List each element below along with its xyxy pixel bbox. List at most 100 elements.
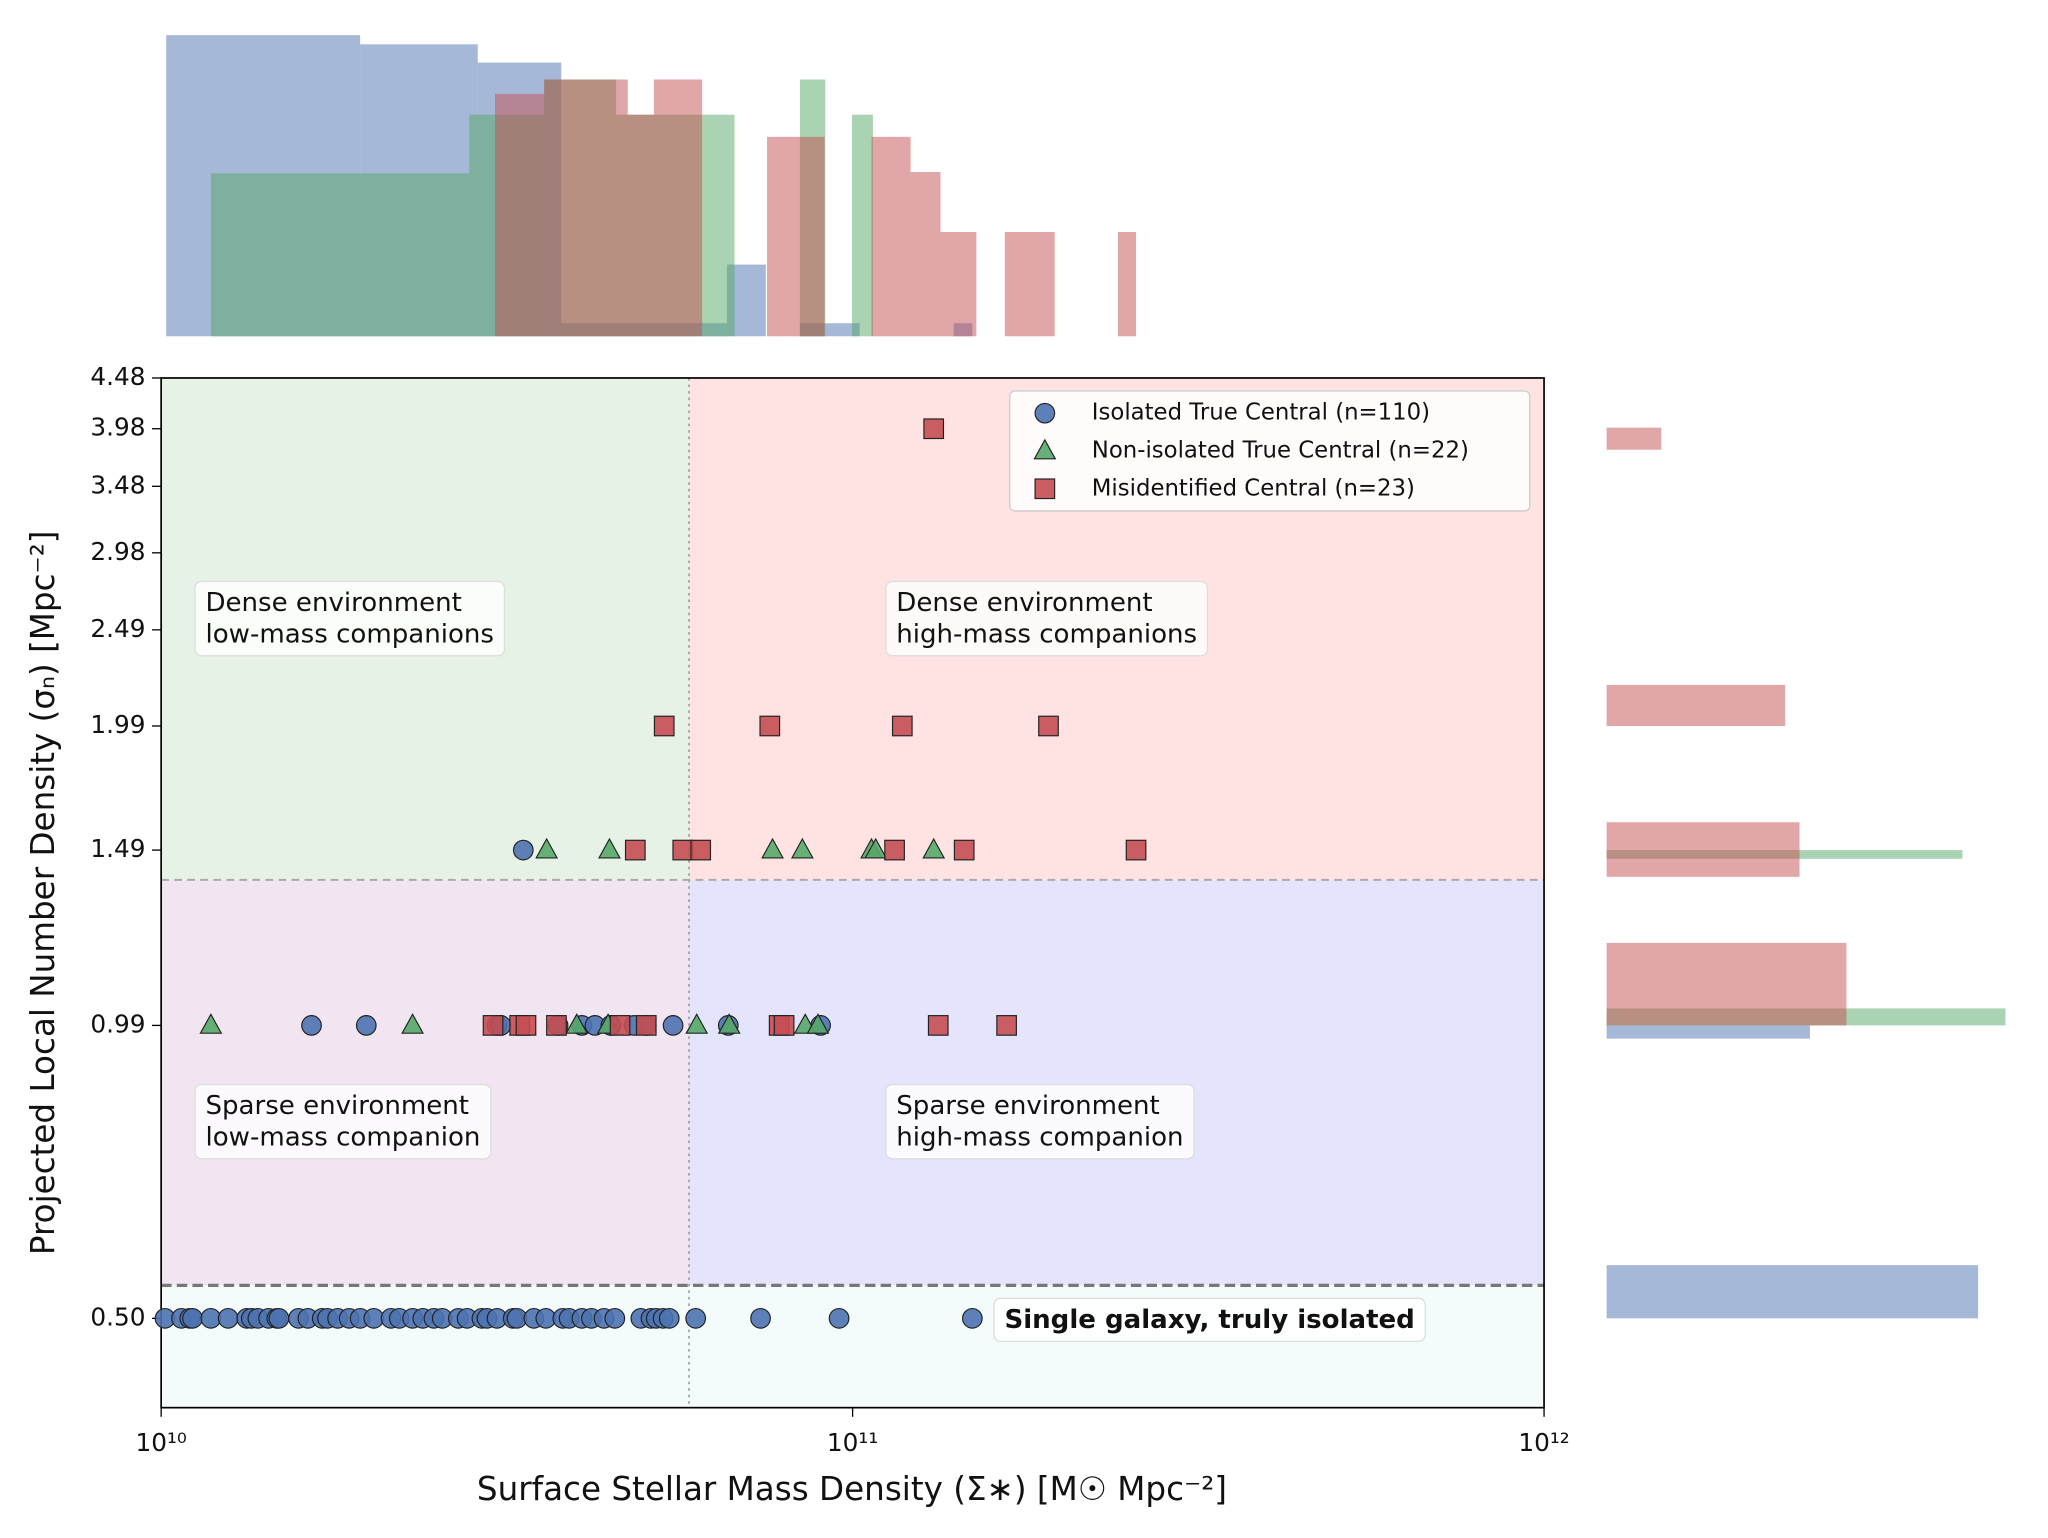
region-label: Dense environment low-mass companions bbox=[194, 580, 506, 657]
point bbox=[1125, 839, 1147, 861]
legend-marker bbox=[1034, 402, 1056, 424]
point bbox=[512, 839, 534, 861]
legend-box bbox=[1009, 390, 1531, 512]
hist-bar bbox=[1606, 684, 1786, 726]
point bbox=[598, 837, 621, 859]
point bbox=[923, 418, 945, 440]
point bbox=[759, 715, 781, 737]
region-label: Single galaxy, truly isolated bbox=[993, 1297, 1426, 1343]
region-label: Sparse environment low-mass companion bbox=[194, 1083, 492, 1160]
point bbox=[217, 1307, 239, 1329]
point bbox=[268, 1307, 290, 1329]
point bbox=[363, 1307, 385, 1329]
point bbox=[200, 1307, 222, 1329]
region-text: Dense environment bbox=[896, 588, 1152, 618]
point bbox=[828, 1307, 850, 1329]
region-text: low-mass companions bbox=[205, 619, 494, 649]
hist-bar bbox=[1606, 942, 1847, 1026]
point bbox=[884, 839, 905, 861]
point bbox=[199, 1013, 223, 1034]
y-axis-label: Projected Local Number Density (σₙ) [Mpc… bbox=[24, 531, 62, 1256]
x-tick-label: 10¹⁰ bbox=[135, 1428, 186, 1457]
hist-bar bbox=[653, 79, 703, 337]
point bbox=[604, 1307, 626, 1329]
label-box bbox=[885, 1083, 1195, 1160]
point bbox=[635, 1015, 657, 1036]
x-axis-label: Surface Stellar Mass Density (Σ∗) [M☉ Mp… bbox=[477, 1470, 1227, 1508]
point bbox=[609, 1015, 631, 1036]
point bbox=[662, 1015, 684, 1036]
hist-bar bbox=[940, 232, 977, 337]
region-fill bbox=[161, 879, 690, 1286]
point bbox=[565, 1013, 589, 1034]
region-text: Sparse environment bbox=[896, 1091, 1160, 1121]
y-tick-label: 0.50 bbox=[90, 1302, 145, 1331]
y-tick-label: 4.48 bbox=[90, 362, 145, 391]
point bbox=[515, 1015, 537, 1036]
legend-label: Isolated True Central (n=110) bbox=[1092, 400, 1430, 426]
point bbox=[301, 1015, 322, 1036]
point bbox=[790, 837, 814, 859]
hist-bar bbox=[1004, 232, 1055, 337]
region-fill bbox=[689, 879, 1545, 1286]
x-tick-label: 10¹² bbox=[1518, 1428, 1569, 1457]
point bbox=[891, 715, 913, 737]
point bbox=[685, 1013, 709, 1034]
label-box bbox=[194, 580, 506, 657]
point bbox=[546, 1015, 567, 1036]
y-tick-label: 2.98 bbox=[90, 537, 145, 566]
point bbox=[953, 839, 975, 861]
point bbox=[401, 1013, 424, 1034]
hist-bar bbox=[1606, 427, 1662, 450]
y-tick-label: 1.99 bbox=[90, 710, 145, 739]
hist-bar bbox=[1117, 232, 1137, 337]
point bbox=[355, 1015, 377, 1036]
point bbox=[672, 839, 694, 861]
point bbox=[806, 1013, 830, 1034]
region-text: Dense environment bbox=[205, 588, 461, 618]
y-tick-label: 1.49 bbox=[90, 834, 145, 863]
point bbox=[996, 1015, 1017, 1036]
hist-bar bbox=[1606, 1025, 1810, 1039]
point bbox=[685, 1307, 707, 1329]
hist-bar bbox=[1606, 822, 1800, 877]
point bbox=[773, 1015, 795, 1036]
hist-bar bbox=[544, 79, 628, 337]
label-box bbox=[194, 1083, 492, 1160]
region-text: Single galaxy, truly isolated bbox=[1004, 1305, 1414, 1335]
hist-bar bbox=[852, 114, 873, 337]
point bbox=[658, 1307, 680, 1329]
region-label: Dense environment high-mass companions bbox=[885, 580, 1209, 657]
legend-label: Non-isolated True Central (n=22) bbox=[1092, 437, 1469, 463]
region-text: high-mass companions bbox=[896, 619, 1197, 649]
y-tick-label: 3.98 bbox=[90, 413, 145, 442]
label-box bbox=[885, 580, 1209, 657]
point bbox=[761, 837, 784, 859]
point bbox=[482, 1015, 504, 1036]
y-tick-label: 0.99 bbox=[90, 1009, 145, 1038]
hist-bar bbox=[210, 173, 470, 337]
legend-marker bbox=[1034, 478, 1056, 500]
legend-marker bbox=[1033, 438, 1057, 460]
label-box bbox=[993, 1297, 1426, 1343]
region-text: low-mass companion bbox=[205, 1122, 480, 1152]
hist-bar bbox=[767, 136, 825, 337]
hist-bar bbox=[1606, 1265, 1979, 1319]
point bbox=[922, 837, 946, 859]
y-tick-label: 2.49 bbox=[90, 614, 145, 643]
y-tick-label: 3.48 bbox=[90, 470, 145, 499]
hist-bar bbox=[495, 93, 545, 337]
region-text: high-mass companion bbox=[896, 1122, 1183, 1152]
point bbox=[624, 839, 646, 861]
point bbox=[750, 1307, 771, 1329]
region-label: Sparse environment high-mass companion bbox=[885, 1083, 1195, 1160]
legend-label: Misidentified Central (n=23) bbox=[1092, 475, 1415, 501]
point bbox=[535, 837, 559, 859]
point bbox=[717, 1013, 741, 1034]
point bbox=[653, 715, 675, 737]
point bbox=[182, 1307, 203, 1329]
point bbox=[690, 839, 712, 861]
hist-bar bbox=[627, 114, 654, 337]
